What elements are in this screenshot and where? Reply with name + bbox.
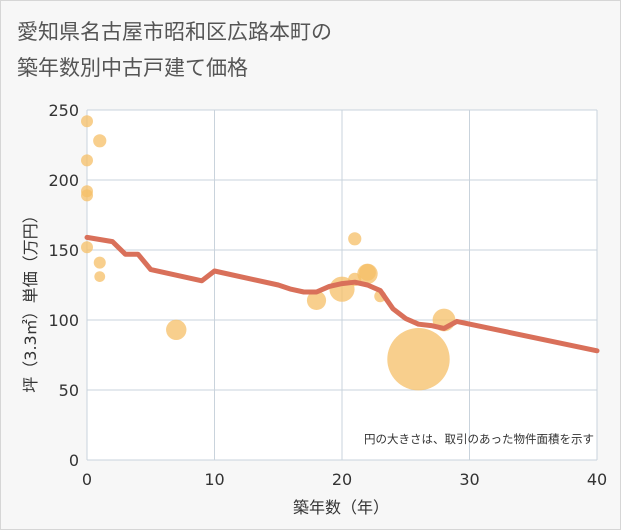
y-tick-0: 0	[69, 451, 79, 470]
bubble-point	[348, 232, 362, 246]
bubble-point	[166, 319, 187, 340]
bubble-point	[94, 271, 106, 282]
bubble-point	[81, 189, 93, 202]
y-tick-150: 150	[48, 241, 79, 260]
y-tick-50: 50	[59, 381, 79, 400]
bubble-point	[93, 134, 107, 148]
chart-title-line-1: 愛知県名古屋市昭和区広路本町の	[17, 20, 332, 44]
y-tick-labels: 0 50 100 150 200 250	[48, 101, 79, 470]
bubble-point	[387, 328, 450, 391]
bubble-point	[93, 256, 106, 269]
x-axis-title: 築年数（年）	[293, 498, 389, 517]
x-tick-0: 0	[82, 470, 92, 489]
bubble-point	[81, 154, 93, 167]
x-tick-20: 20	[332, 470, 352, 489]
y-tick-250: 250	[48, 101, 79, 120]
y-tick-100: 100	[48, 311, 79, 330]
x-tick-labels: 0 10 20 30 40	[82, 470, 607, 489]
bubble-point	[81, 241, 93, 254]
x-tick-10: 10	[204, 470, 224, 489]
chart-title: 愛知県名古屋市昭和区広路本町の 築年数別中古戸建て価格	[17, 14, 332, 86]
y-axis-title: 坪（3.3㎡）単価（万円）	[21, 207, 40, 392]
grid-y	[87, 109, 597, 461]
bubble-point	[81, 115, 93, 128]
y-tick-200: 200	[48, 171, 79, 190]
size-note: 円の大きさは、取引のあった物件面積を示す	[364, 432, 594, 446]
trend-line	[84, 234, 600, 354]
bubble-layer	[81, 115, 456, 391]
grid-x	[86, 110, 598, 460]
bubble-point	[306, 290, 327, 310]
x-tick-30: 30	[459, 470, 479, 489]
bubble-point	[359, 264, 376, 281]
x-tick-40: 40	[587, 470, 607, 489]
chart-title-line-2: 築年数別中古戸建て価格	[17, 56, 248, 80]
